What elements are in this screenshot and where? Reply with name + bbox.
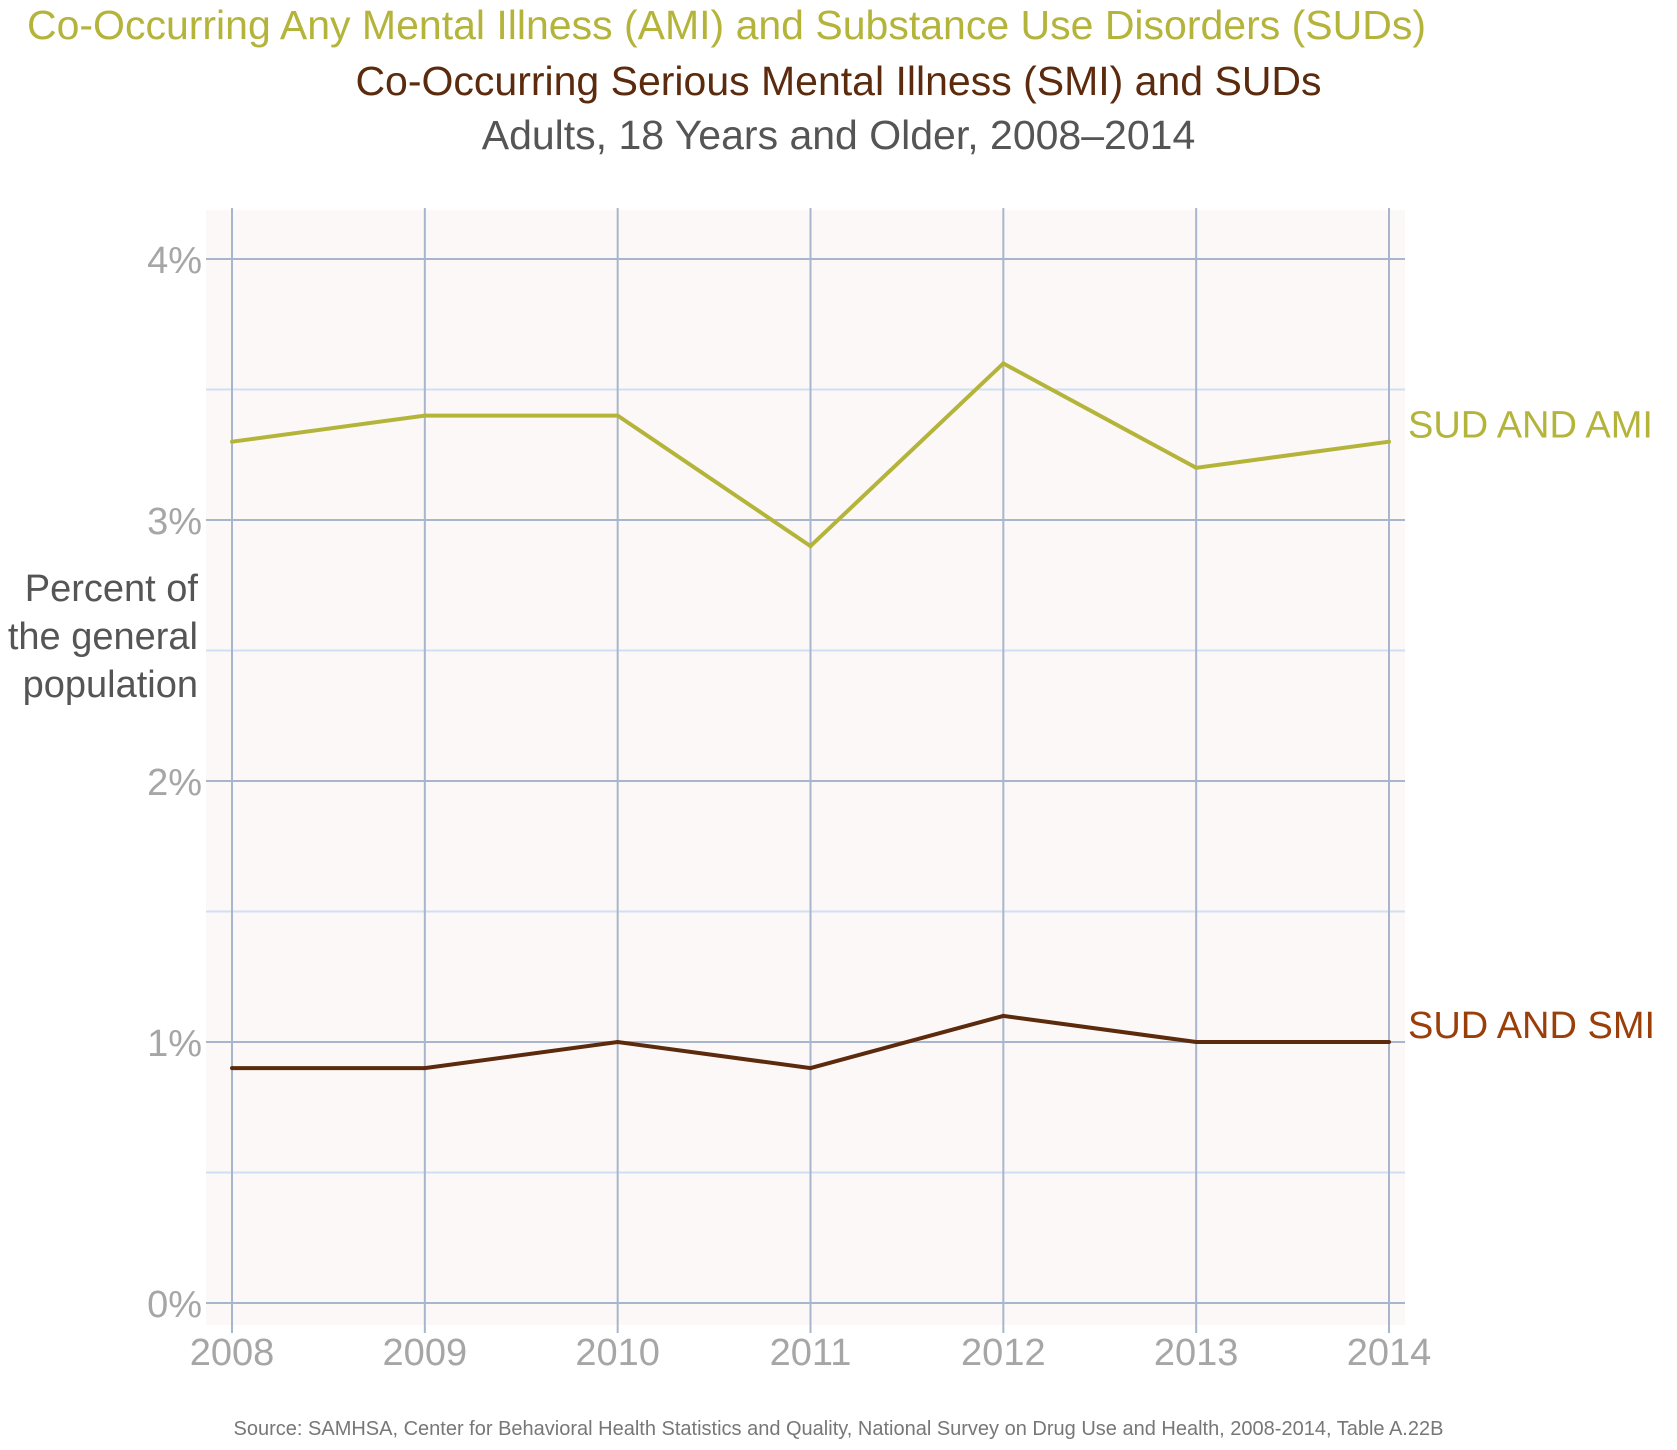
data-point <box>615 1040 620 1044</box>
data-point <box>230 439 234 444</box>
plot-background <box>206 210 1405 1325</box>
y-axis-label-line-3: population <box>22 664 198 706</box>
series-label-sud-and-smi: SUD AND SMI <box>1408 1005 1655 1047</box>
y-axis-label-line-2: the general <box>7 616 198 658</box>
source-note: Source: SAMHSA, Center for Behavioral He… <box>233 1418 1444 1440</box>
data-point <box>230 1066 234 1071</box>
data-point <box>1001 361 1006 366</box>
data-point <box>808 544 813 549</box>
x-tick-label: 2009 <box>383 1332 468 1374</box>
chart-title-ami: Co-Occurring Any Mental Illness (AMI) an… <box>26 2 1427 48</box>
data-point <box>1001 1013 1006 1018</box>
x-tick-label: 2014 <box>1347 1332 1432 1374</box>
data-point <box>808 1066 813 1071</box>
data-point <box>615 413 620 418</box>
line-chart: 0% 1% 2% 3% 4% 2008 2009 2010 2011 2012 2013 2014 SU… <box>147 208 1655 1374</box>
y-tick-label: 3% <box>147 501 202 543</box>
series-label-sud-and-ami: SUD AND AMI <box>1408 405 1653 447</box>
x-tick-label: 2008 <box>190 1332 275 1374</box>
data-point <box>422 1066 427 1071</box>
data-point <box>1194 1040 1199 1044</box>
y-tick-label: 2% <box>147 762 202 804</box>
y-axis-label-line-1: Percent of <box>24 568 198 610</box>
y-axis-label: Percent of the general population <box>0 565 198 709</box>
x-tick-label: 2011 <box>770 1332 852 1374</box>
x-tick-label: 2013 <box>1154 1332 1239 1374</box>
x-tick-label: 2010 <box>575 1332 660 1374</box>
y-tick-label: 4% <box>147 240 202 282</box>
y-tick-label: 0% <box>147 1284 202 1326</box>
x-tick-label: 2012 <box>961 1332 1046 1374</box>
y-tick-label: 1% <box>147 1023 202 1065</box>
data-point <box>1387 439 1391 444</box>
chart-subtitle: Adults, 18 Years and Older, 2008–2014 <box>481 112 1196 158</box>
data-point <box>422 413 427 418</box>
data-point <box>1387 1040 1391 1044</box>
data-point <box>1194 465 1199 470</box>
chart-title-smi: Co-Occurring Serious Mental Illness (SMI… <box>355 58 1322 104</box>
